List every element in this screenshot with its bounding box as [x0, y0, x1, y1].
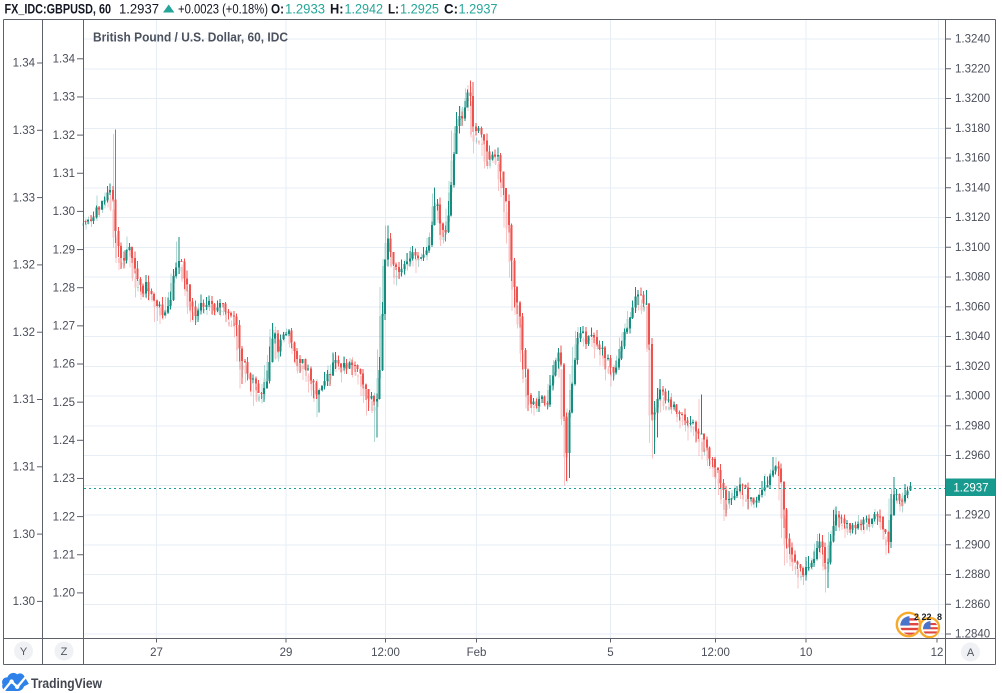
svg-text:29: 29 [280, 647, 293, 659]
svg-text:1.3020: 1.3020 [955, 361, 990, 373]
svg-text:27: 27 [150, 647, 163, 659]
svg-text:22: 22 [921, 612, 931, 622]
svg-text:12:00: 12:00 [371, 647, 400, 659]
svg-text:Feb: Feb [467, 647, 487, 659]
svg-text:1.33: 1.33 [13, 192, 35, 204]
svg-text:1.2920: 1.2920 [955, 510, 990, 522]
svg-text:C:: C: [444, 2, 458, 17]
svg-text:1.3080: 1.3080 [955, 272, 990, 284]
svg-text:10: 10 [800, 647, 813, 659]
svg-text:British Pound / U.S. Dollar, 6: British Pound / U.S. Dollar, 60, IDC [93, 30, 289, 45]
svg-text:1.28: 1.28 [53, 282, 75, 294]
svg-text:1.25: 1.25 [53, 397, 75, 409]
svg-text:1.3120: 1.3120 [955, 212, 990, 224]
svg-text:1.27: 1.27 [53, 321, 75, 333]
svg-text:1.34: 1.34 [13, 58, 36, 70]
svg-text:1.23: 1.23 [53, 473, 75, 485]
svg-text:1.2860: 1.2860 [955, 599, 990, 611]
svg-text:1.2880: 1.2880 [955, 569, 990, 581]
svg-text:1.2900: 1.2900 [955, 539, 990, 551]
svg-text:1.2980: 1.2980 [955, 420, 990, 432]
svg-text:1.30: 1.30 [13, 529, 35, 541]
svg-text:1.31: 1.31 [13, 394, 35, 406]
svg-text:1.33: 1.33 [13, 125, 35, 137]
svg-text:1.34: 1.34 [53, 54, 76, 66]
svg-text:A: A [967, 647, 975, 659]
svg-text:1.3180: 1.3180 [955, 123, 990, 135]
svg-text:1.22: 1.22 [53, 511, 75, 523]
svg-text:12: 12 [931, 647, 944, 659]
svg-text:1.2925: 1.2925 [400, 2, 439, 17]
svg-text:1.3000: 1.3000 [955, 391, 990, 403]
svg-text:Y: Y [20, 646, 28, 658]
svg-text:H:: H: [330, 2, 344, 17]
svg-text:O:: O: [271, 2, 284, 17]
svg-text:1.20: 1.20 [53, 588, 75, 600]
svg-text:1.3040: 1.3040 [955, 331, 990, 343]
svg-text:1.26: 1.26 [53, 359, 75, 371]
svg-text:1.2840: 1.2840 [955, 629, 990, 641]
svg-text:1.2942: 1.2942 [345, 2, 384, 17]
svg-text:1.2937: 1.2937 [459, 2, 498, 17]
svg-text:12:00: 12:00 [701, 647, 730, 659]
svg-text:1.3060: 1.3060 [955, 301, 990, 313]
svg-text:1.3200: 1.3200 [955, 93, 990, 105]
svg-text:1.21: 1.21 [53, 549, 75, 561]
svg-text:1.32: 1.32 [13, 260, 35, 272]
svg-text:5: 5 [607, 647, 613, 659]
svg-text:1.2933: 1.2933 [285, 2, 325, 17]
svg-text:+0.0023 (+0.18%): +0.0023 (+0.18%) [178, 2, 268, 17]
svg-text:8: 8 [937, 612, 942, 622]
svg-text:1.3220: 1.3220 [955, 63, 990, 75]
svg-text:1.2960: 1.2960 [955, 450, 990, 462]
svg-text:1.32: 1.32 [53, 130, 75, 142]
svg-text:1.30: 1.30 [53, 206, 75, 218]
svg-text:1.2937: 1.2937 [119, 2, 159, 17]
svg-text:1.3100: 1.3100 [955, 242, 990, 254]
svg-text:Z: Z [61, 646, 68, 658]
svg-text:2: 2 [914, 612, 919, 622]
svg-text:1.30: 1.30 [13, 596, 35, 608]
svg-text:1.3160: 1.3160 [955, 153, 990, 165]
svg-text:1.2937: 1.2937 [953, 483, 988, 495]
svg-text:1.32: 1.32 [13, 327, 35, 339]
svg-text:FX_IDC:GBPUSD, 60: FX_IDC:GBPUSD, 60 [5, 2, 112, 17]
svg-text:1.29: 1.29 [53, 244, 75, 256]
svg-text:TradingView: TradingView [31, 676, 102, 691]
svg-text:1.31: 1.31 [13, 462, 35, 474]
svg-text:1.31: 1.31 [53, 168, 75, 180]
svg-text:1.3140: 1.3140 [955, 182, 990, 194]
svg-text:1.3240: 1.3240 [955, 34, 990, 46]
svg-text:1.24: 1.24 [53, 435, 76, 447]
svg-text:L:: L: [388, 2, 399, 17]
svg-text:1.33: 1.33 [53, 92, 75, 104]
